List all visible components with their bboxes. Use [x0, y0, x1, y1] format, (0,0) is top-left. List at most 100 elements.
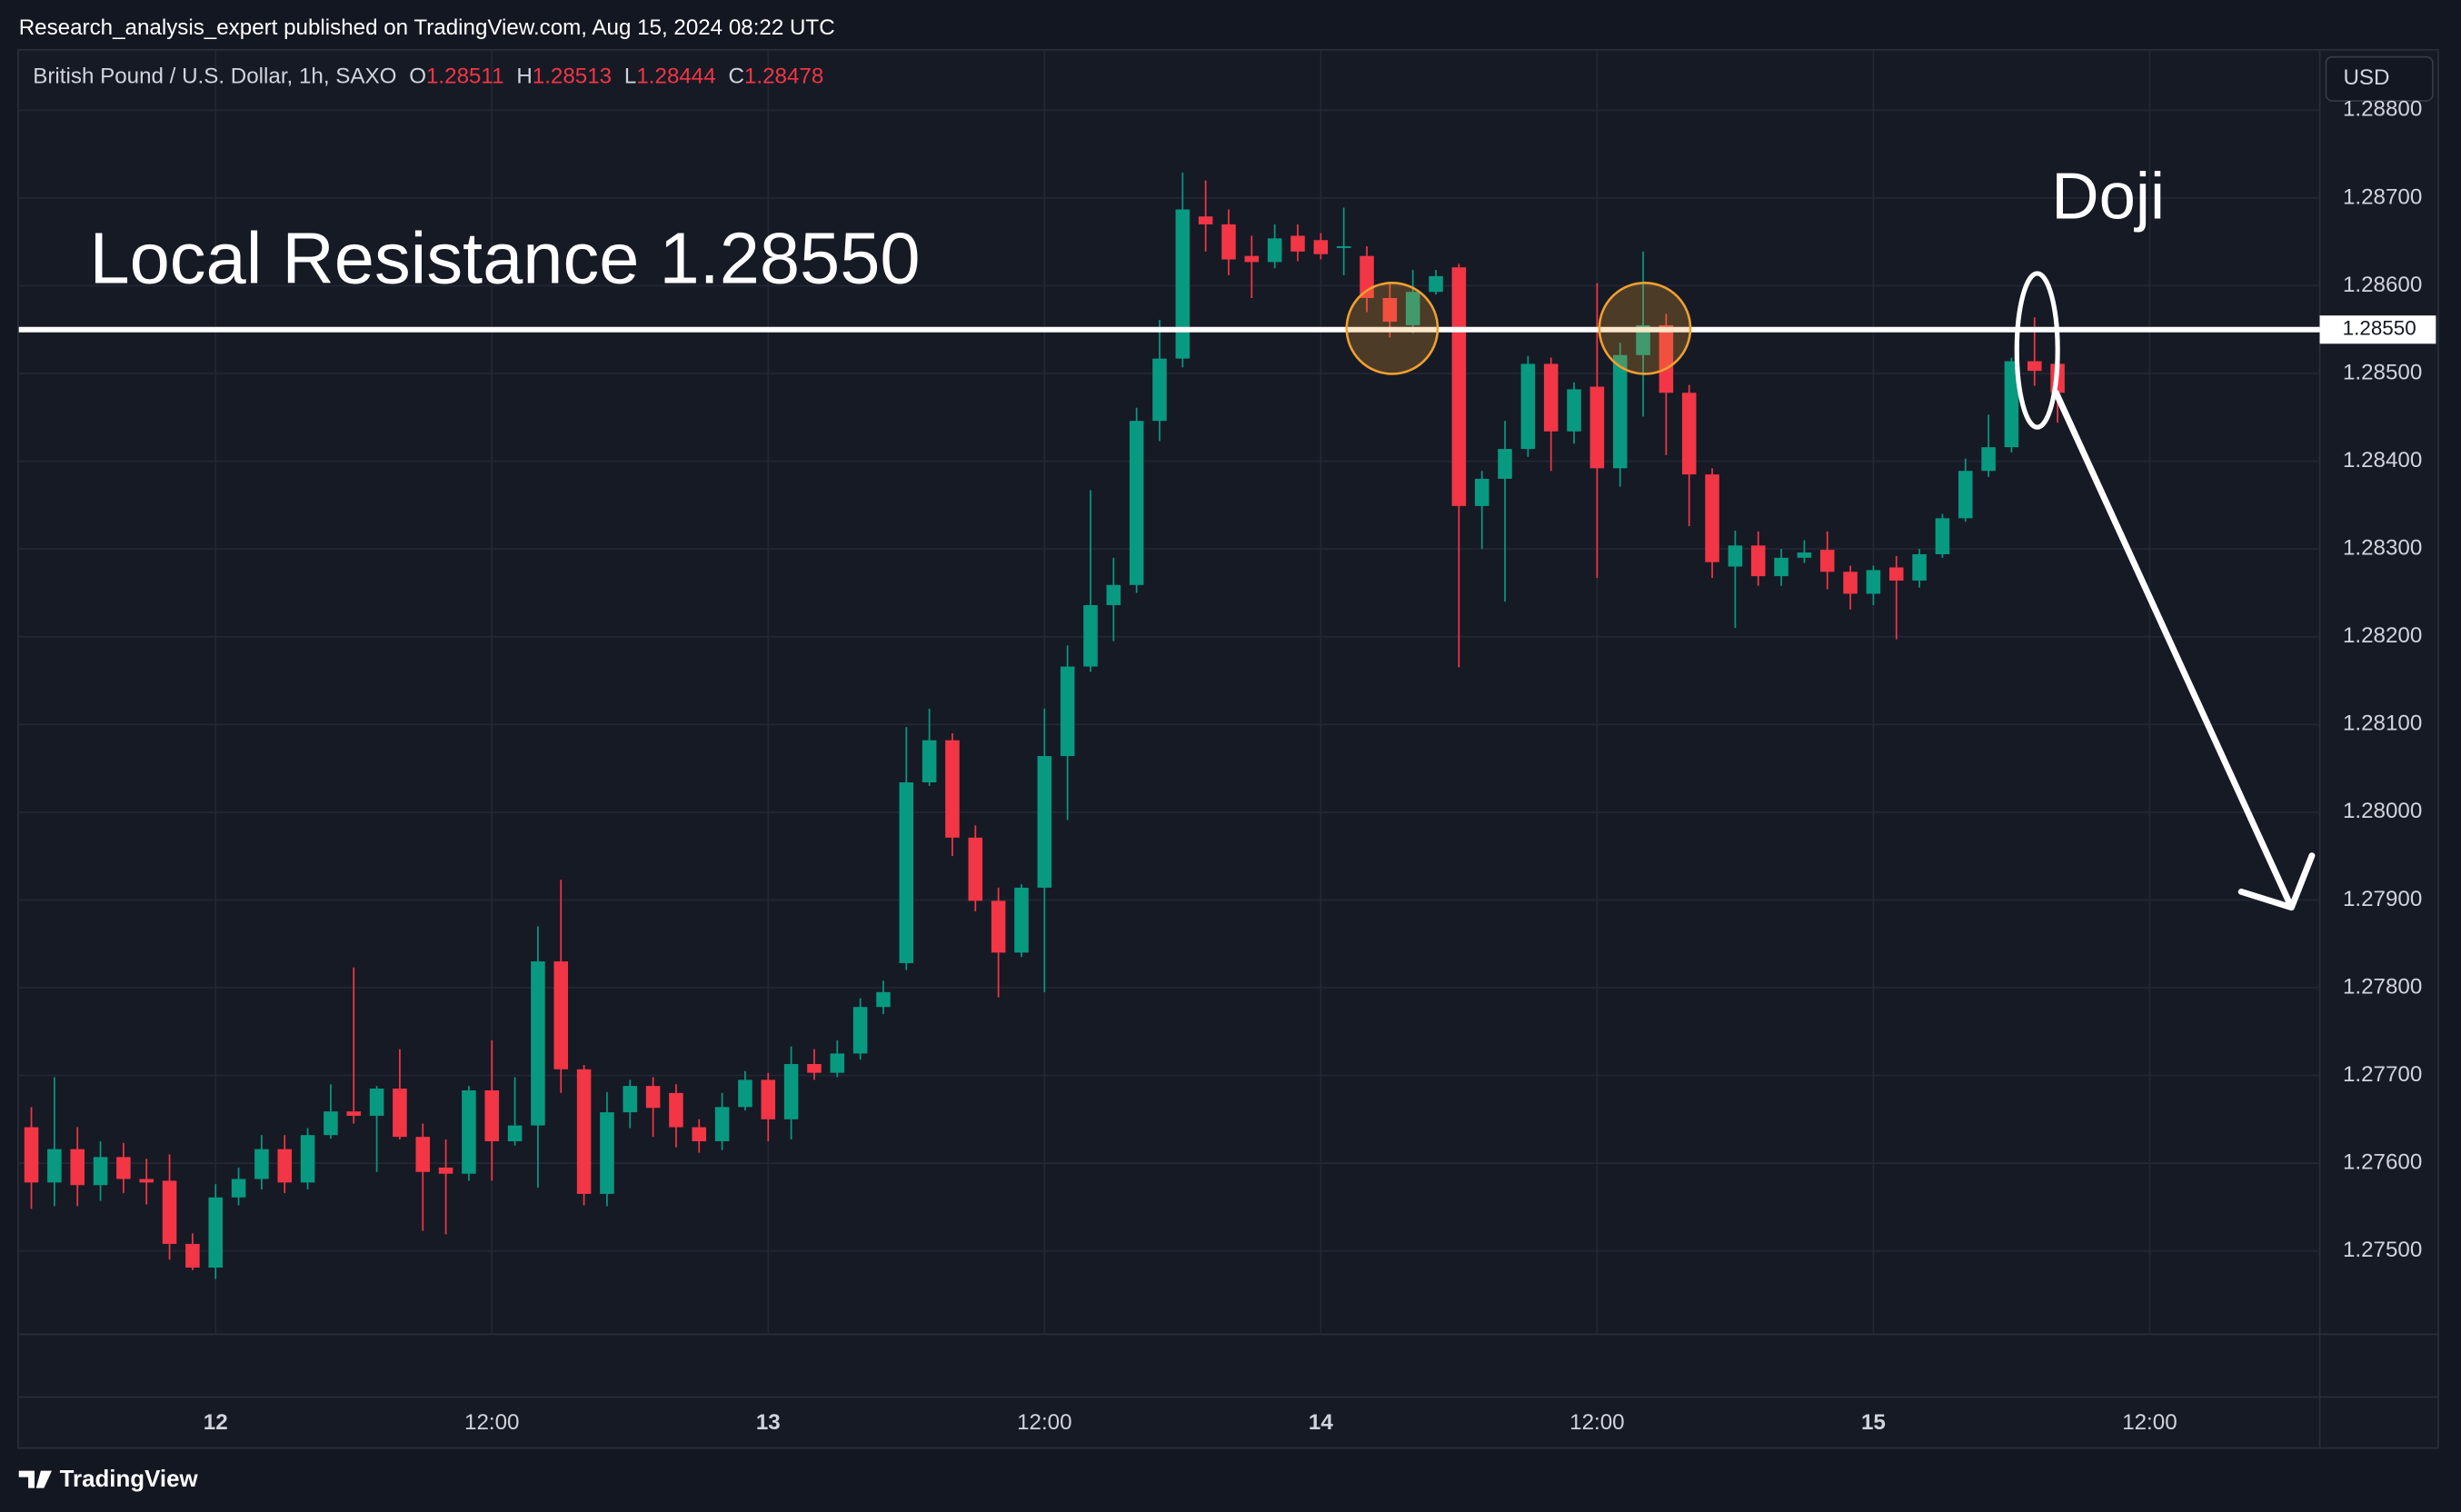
- y-tick-label: 1.28700: [2343, 184, 2422, 209]
- candle-body: [1313, 240, 1329, 254]
- candle-body: [1382, 298, 1398, 323]
- candle-body: [1958, 471, 1973, 519]
- candle-body: [1659, 324, 1674, 393]
- legend-key: L: [624, 64, 636, 88]
- candle-body: [669, 1092, 683, 1128]
- highlight-circle: [1345, 282, 1440, 375]
- candle-body: [139, 1179, 154, 1183]
- currency-button[interactable]: [2325, 55, 2434, 102]
- candle-body: [600, 1112, 614, 1194]
- candle-body: [1774, 557, 1788, 577]
- candle-body: [1290, 235, 1305, 252]
- candle-body: [346, 1111, 362, 1116]
- candle-body: [1728, 545, 1743, 567]
- candle-body: [968, 837, 983, 901]
- brand: TradingView: [60, 1467, 199, 1492]
- candle-body: [1797, 552, 1812, 558]
- candle-body: [1060, 666, 1075, 757]
- candle-body: [761, 1079, 776, 1119]
- candle-body: [1451, 267, 1467, 506]
- y-tick-label: 1.28100: [2343, 711, 2422, 736]
- legend-value: 1.28478: [744, 64, 823, 88]
- x-tick-label: 12:00: [1017, 1410, 1071, 1435]
- candle-body: [2027, 361, 2042, 372]
- candle-body: [1589, 386, 1605, 469]
- candle-body: [576, 1069, 592, 1194]
- candle-body: [208, 1197, 223, 1268]
- candle-body: [1567, 389, 1581, 432]
- y-tick-label: 1.28500: [2343, 360, 2422, 384]
- candle-body: [1981, 447, 1996, 472]
- candle-body: [852, 1007, 868, 1054]
- y-tick-label: 1.28200: [2343, 623, 2422, 648]
- chart-frame: [16, 48, 2439, 1449]
- y-tick-label: 1.28300: [2343, 536, 2422, 561]
- candle-body: [783, 1064, 799, 1119]
- candle-body: [116, 1157, 131, 1179]
- candle-body: [738, 1079, 752, 1108]
- y-tick-label: 1.28400: [2343, 448, 2422, 472]
- candle-body: [2004, 361, 2019, 448]
- candle-body: [324, 1111, 338, 1136]
- candle-body: [531, 961, 545, 1126]
- y-tick-label: 1.27700: [2343, 1062, 2422, 1087]
- candle-body: [1819, 550, 1835, 572]
- candle-body: [1267, 238, 1282, 263]
- candle-body: [692, 1127, 707, 1141]
- legend-key: C: [729, 64, 744, 88]
- candle-body: [1612, 354, 1628, 469]
- annotation: Doji: [2051, 160, 2165, 234]
- candle-body: [1336, 246, 1351, 248]
- candle-body: [1244, 255, 1260, 263]
- candle-body: [807, 1064, 822, 1073]
- candle-body: [393, 1089, 407, 1138]
- price-tag-label: 1.28550: [2343, 317, 2416, 340]
- candle-body: [1843, 572, 1858, 594]
- candle-body: [830, 1053, 845, 1073]
- candle-body: [714, 1107, 730, 1141]
- brand-logo: TradingView: [18, 1467, 199, 1492]
- candle-body: [254, 1149, 269, 1179]
- candle-body: [1014, 887, 1029, 953]
- candle-body: [1705, 474, 1719, 562]
- candle-body: [922, 740, 937, 783]
- candle-body: [1866, 570, 1881, 594]
- candle-body: [1636, 324, 1650, 355]
- currency-label[interactable]: USD: [2343, 65, 2389, 90]
- candle-body: [1912, 553, 1927, 581]
- arrow: [2052, 389, 2316, 911]
- candle-body: [1750, 545, 1766, 577]
- x-tick-label: 13: [756, 1410, 781, 1435]
- x-tick-label: 12:00: [464, 1410, 519, 1435]
- candle-body: [1935, 518, 1950, 554]
- candle-body: [1681, 393, 1697, 475]
- candle-body: [1198, 216, 1213, 224]
- x-tick-label: 15: [1861, 1410, 1886, 1435]
- candle-body: [1543, 363, 1559, 432]
- candle-body: [1083, 604, 1098, 667]
- y-tick-label: 1.28800: [2343, 97, 2422, 122]
- publisher: Research_analysis_expert published on Tr…: [19, 15, 835, 40]
- highlight-circle: [1598, 282, 1692, 375]
- y-tick-label: 1.27600: [2343, 1150, 2422, 1175]
- candle-body: [162, 1180, 177, 1244]
- candle-body: [945, 740, 960, 838]
- candle-body: [1106, 584, 1121, 605]
- candle-body: [623, 1086, 638, 1113]
- candle-body: [1520, 363, 1536, 450]
- candle-body: [93, 1157, 108, 1186]
- x-tick-label: 12:00: [1569, 1410, 1624, 1435]
- price-tag: [2319, 315, 2436, 344]
- logo-icon: [18, 1470, 52, 1488]
- candle-body: [47, 1149, 62, 1183]
- legend-value: 1.28444: [636, 64, 715, 88]
- y-tick-label: 1.27800: [2343, 974, 2422, 999]
- y-tick-label: 1.27500: [2343, 1238, 2422, 1262]
- y-tick-label: 1.27900: [2343, 887, 2422, 911]
- x-tick-label: 12: [204, 1410, 228, 1435]
- candle-body: [1037, 756, 1052, 888]
- legend-value: 1.28513: [533, 64, 612, 88]
- candles: [24, 172, 2065, 1279]
